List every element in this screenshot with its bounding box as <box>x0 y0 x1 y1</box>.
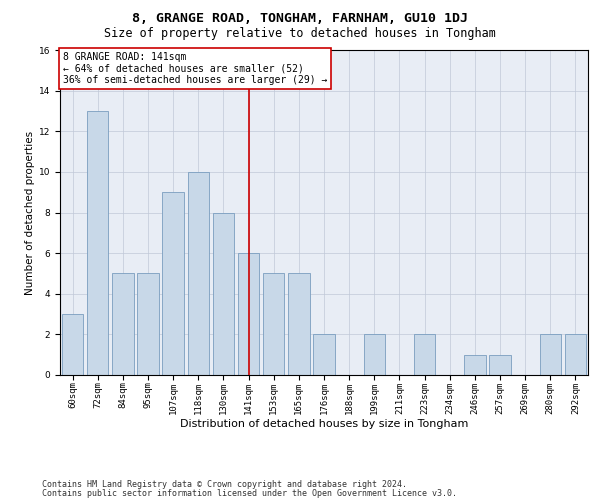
Bar <box>112 274 134 375</box>
Bar <box>213 212 234 375</box>
Bar <box>364 334 385 375</box>
Bar <box>62 314 83 375</box>
Bar <box>87 111 109 375</box>
Bar <box>313 334 335 375</box>
Bar <box>565 334 586 375</box>
Text: 8, GRANGE ROAD, TONGHAM, FARNHAM, GU10 1DJ: 8, GRANGE ROAD, TONGHAM, FARNHAM, GU10 1… <box>132 12 468 26</box>
Bar <box>188 172 209 375</box>
Text: Contains HM Land Registry data © Crown copyright and database right 2024.: Contains HM Land Registry data © Crown c… <box>42 480 407 489</box>
Bar <box>490 354 511 375</box>
Bar <box>238 253 259 375</box>
Bar <box>288 274 310 375</box>
Bar <box>263 274 284 375</box>
Y-axis label: Number of detached properties: Number of detached properties <box>25 130 35 294</box>
Bar <box>539 334 561 375</box>
Text: Size of property relative to detached houses in Tongham: Size of property relative to detached ho… <box>104 28 496 40</box>
Bar <box>163 192 184 375</box>
X-axis label: Distribution of detached houses by size in Tongham: Distribution of detached houses by size … <box>180 419 468 429</box>
Bar <box>137 274 158 375</box>
Bar <box>464 354 485 375</box>
Bar <box>414 334 435 375</box>
Text: 8 GRANGE ROAD: 141sqm
← 64% of detached houses are smaller (52)
36% of semi-deta: 8 GRANGE ROAD: 141sqm ← 64% of detached … <box>62 52 327 85</box>
Text: Contains public sector information licensed under the Open Government Licence v3: Contains public sector information licen… <box>42 488 457 498</box>
